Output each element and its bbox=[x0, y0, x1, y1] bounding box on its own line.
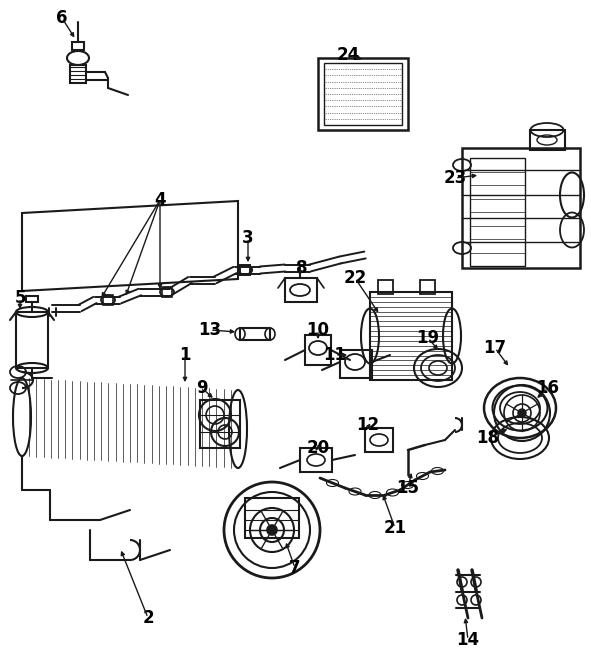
Bar bbox=[462, 148, 580, 268]
Text: 20: 20 bbox=[307, 439, 330, 457]
Text: 5: 5 bbox=[14, 289, 26, 307]
Bar bbox=[370, 292, 452, 380]
Text: 1: 1 bbox=[179, 346, 191, 364]
Text: 11: 11 bbox=[323, 346, 346, 364]
Text: 10: 10 bbox=[307, 321, 330, 339]
Text: 9: 9 bbox=[196, 379, 208, 397]
Text: 7: 7 bbox=[289, 559, 301, 577]
Text: 13: 13 bbox=[199, 321, 222, 339]
Bar bbox=[420, 280, 435, 294]
Text: 3: 3 bbox=[242, 229, 254, 247]
Bar bbox=[26, 296, 38, 302]
Bar bbox=[530, 130, 565, 150]
Text: 21: 21 bbox=[384, 519, 407, 537]
Text: 14: 14 bbox=[456, 631, 479, 649]
Text: 23: 23 bbox=[443, 169, 467, 187]
Bar bbox=[162, 287, 172, 297]
Text: 17: 17 bbox=[483, 339, 506, 357]
Text: 4: 4 bbox=[154, 191, 166, 209]
Bar bbox=[240, 265, 250, 275]
Bar bbox=[103, 295, 113, 305]
Bar bbox=[305, 335, 331, 365]
Text: 19: 19 bbox=[417, 329, 440, 347]
Bar bbox=[240, 328, 270, 340]
Text: 6: 6 bbox=[56, 9, 68, 27]
Bar bbox=[72, 42, 84, 50]
Text: 2: 2 bbox=[142, 609, 154, 627]
Bar bbox=[285, 278, 317, 302]
Text: 15: 15 bbox=[397, 479, 420, 497]
Text: 24: 24 bbox=[336, 46, 360, 64]
Bar bbox=[340, 350, 372, 378]
Bar bbox=[365, 428, 393, 452]
Text: 12: 12 bbox=[356, 416, 379, 434]
Circle shape bbox=[267, 525, 277, 535]
Bar bbox=[378, 280, 393, 294]
Bar bbox=[200, 400, 240, 448]
Bar bbox=[70, 65, 86, 83]
Circle shape bbox=[518, 409, 526, 417]
Text: 18: 18 bbox=[476, 429, 499, 447]
Text: 8: 8 bbox=[296, 259, 308, 277]
Bar bbox=[324, 63, 402, 125]
Bar bbox=[470, 158, 525, 266]
Bar bbox=[300, 448, 332, 472]
Text: 16: 16 bbox=[537, 379, 560, 397]
Text: 22: 22 bbox=[343, 269, 366, 287]
Bar bbox=[245, 498, 299, 538]
Bar bbox=[318, 58, 408, 130]
Bar bbox=[16, 312, 48, 368]
